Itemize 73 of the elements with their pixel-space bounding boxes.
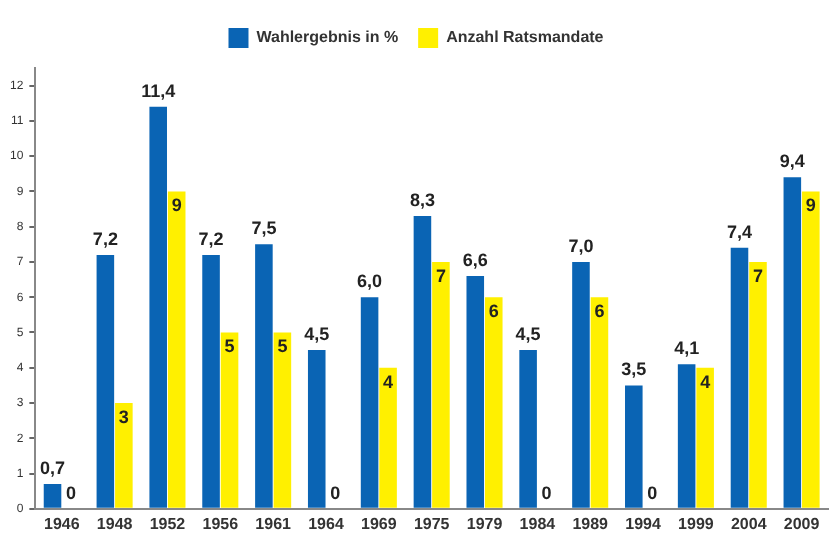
x-tick-label: 1956 [202, 514, 240, 533]
data-label: 5 [277, 336, 288, 357]
x-tick-label: 1948 [96, 514, 134, 533]
data-label: 4 [383, 371, 394, 392]
bar [783, 177, 802, 508]
data-label: 3,5 [621, 359, 647, 380]
x-tick-label: 1994 [625, 514, 662, 533]
bar [625, 385, 643, 508]
x-tick-label: 1989 [572, 514, 610, 533]
x-tick-label: 1979 [466, 514, 504, 533]
data-label: 7 [435, 265, 446, 286]
bar [360, 297, 379, 508]
bar [202, 254, 220, 508]
x-tick-label: 1952 [149, 514, 187, 533]
legend-label: Wahlergebnis in % [256, 28, 399, 47]
data-label: 9 [171, 195, 182, 216]
bar [255, 244, 273, 508]
data-label: 6,6 [462, 250, 488, 271]
bar [43, 484, 62, 508]
x-tick-label: 1984 [519, 514, 557, 533]
data-label: 3 [118, 406, 129, 427]
bar [572, 261, 590, 508]
bar [115, 403, 133, 508]
data-label: 0 [66, 482, 77, 503]
data-label: 0 [330, 482, 341, 503]
bar [413, 216, 432, 508]
data-label: 7,2 [198, 228, 224, 249]
bar [677, 364, 696, 508]
data-label: 0 [541, 482, 552, 503]
data-label: 0,7 [40, 458, 66, 479]
data-label: 6 [594, 301, 605, 322]
data-label: 0 [647, 482, 658, 503]
data-label: 4 [700, 371, 711, 392]
x-tick-label: 1975 [413, 514, 451, 533]
bar [696, 367, 714, 508]
x-tick-label: 1961 [255, 514, 293, 533]
bar [96, 254, 115, 508]
bar [307, 350, 326, 508]
bar [802, 191, 820, 508]
x-tick-label: 1969 [361, 514, 398, 533]
bar [167, 191, 186, 508]
x-tick-label: 2004 [730, 514, 768, 533]
bar [273, 332, 292, 508]
data-label: 9 [805, 195, 816, 216]
data-label: 6 [488, 301, 499, 322]
bar [432, 261, 450, 508]
data-label: 11,4 [141, 80, 176, 101]
data-label: 7,0 [568, 235, 594, 256]
data-label: 7,4 [726, 221, 752, 242]
data-label: 7 [752, 265, 763, 286]
data-label: 4,5 [304, 324, 330, 345]
data-label: 7,5 [251, 218, 277, 239]
x-tick-label: 1946 [43, 514, 81, 533]
bar [590, 297, 609, 508]
data-label: 4,1 [674, 338, 700, 359]
data-label: 6,0 [357, 271, 383, 292]
bar [484, 297, 503, 508]
bar [519, 350, 537, 508]
legend-label: Anzahl Ratsmandate [446, 28, 605, 47]
x-tick-label: 1999 [678, 514, 715, 533]
bar [749, 261, 767, 508]
data-label: 9,4 [779, 151, 805, 172]
data-label: 7,2 [92, 228, 118, 249]
bar [466, 276, 485, 508]
x-tick-label: 2009 [783, 514, 821, 533]
bar [149, 106, 167, 508]
bar [220, 332, 239, 508]
x-tick-label: 1964 [308, 514, 345, 533]
data-label: 5 [224, 336, 235, 357]
bar [730, 247, 749, 508]
data-label: 4,5 [515, 324, 541, 345]
data-label: 8,3 [409, 190, 435, 211]
bar [379, 367, 397, 508]
